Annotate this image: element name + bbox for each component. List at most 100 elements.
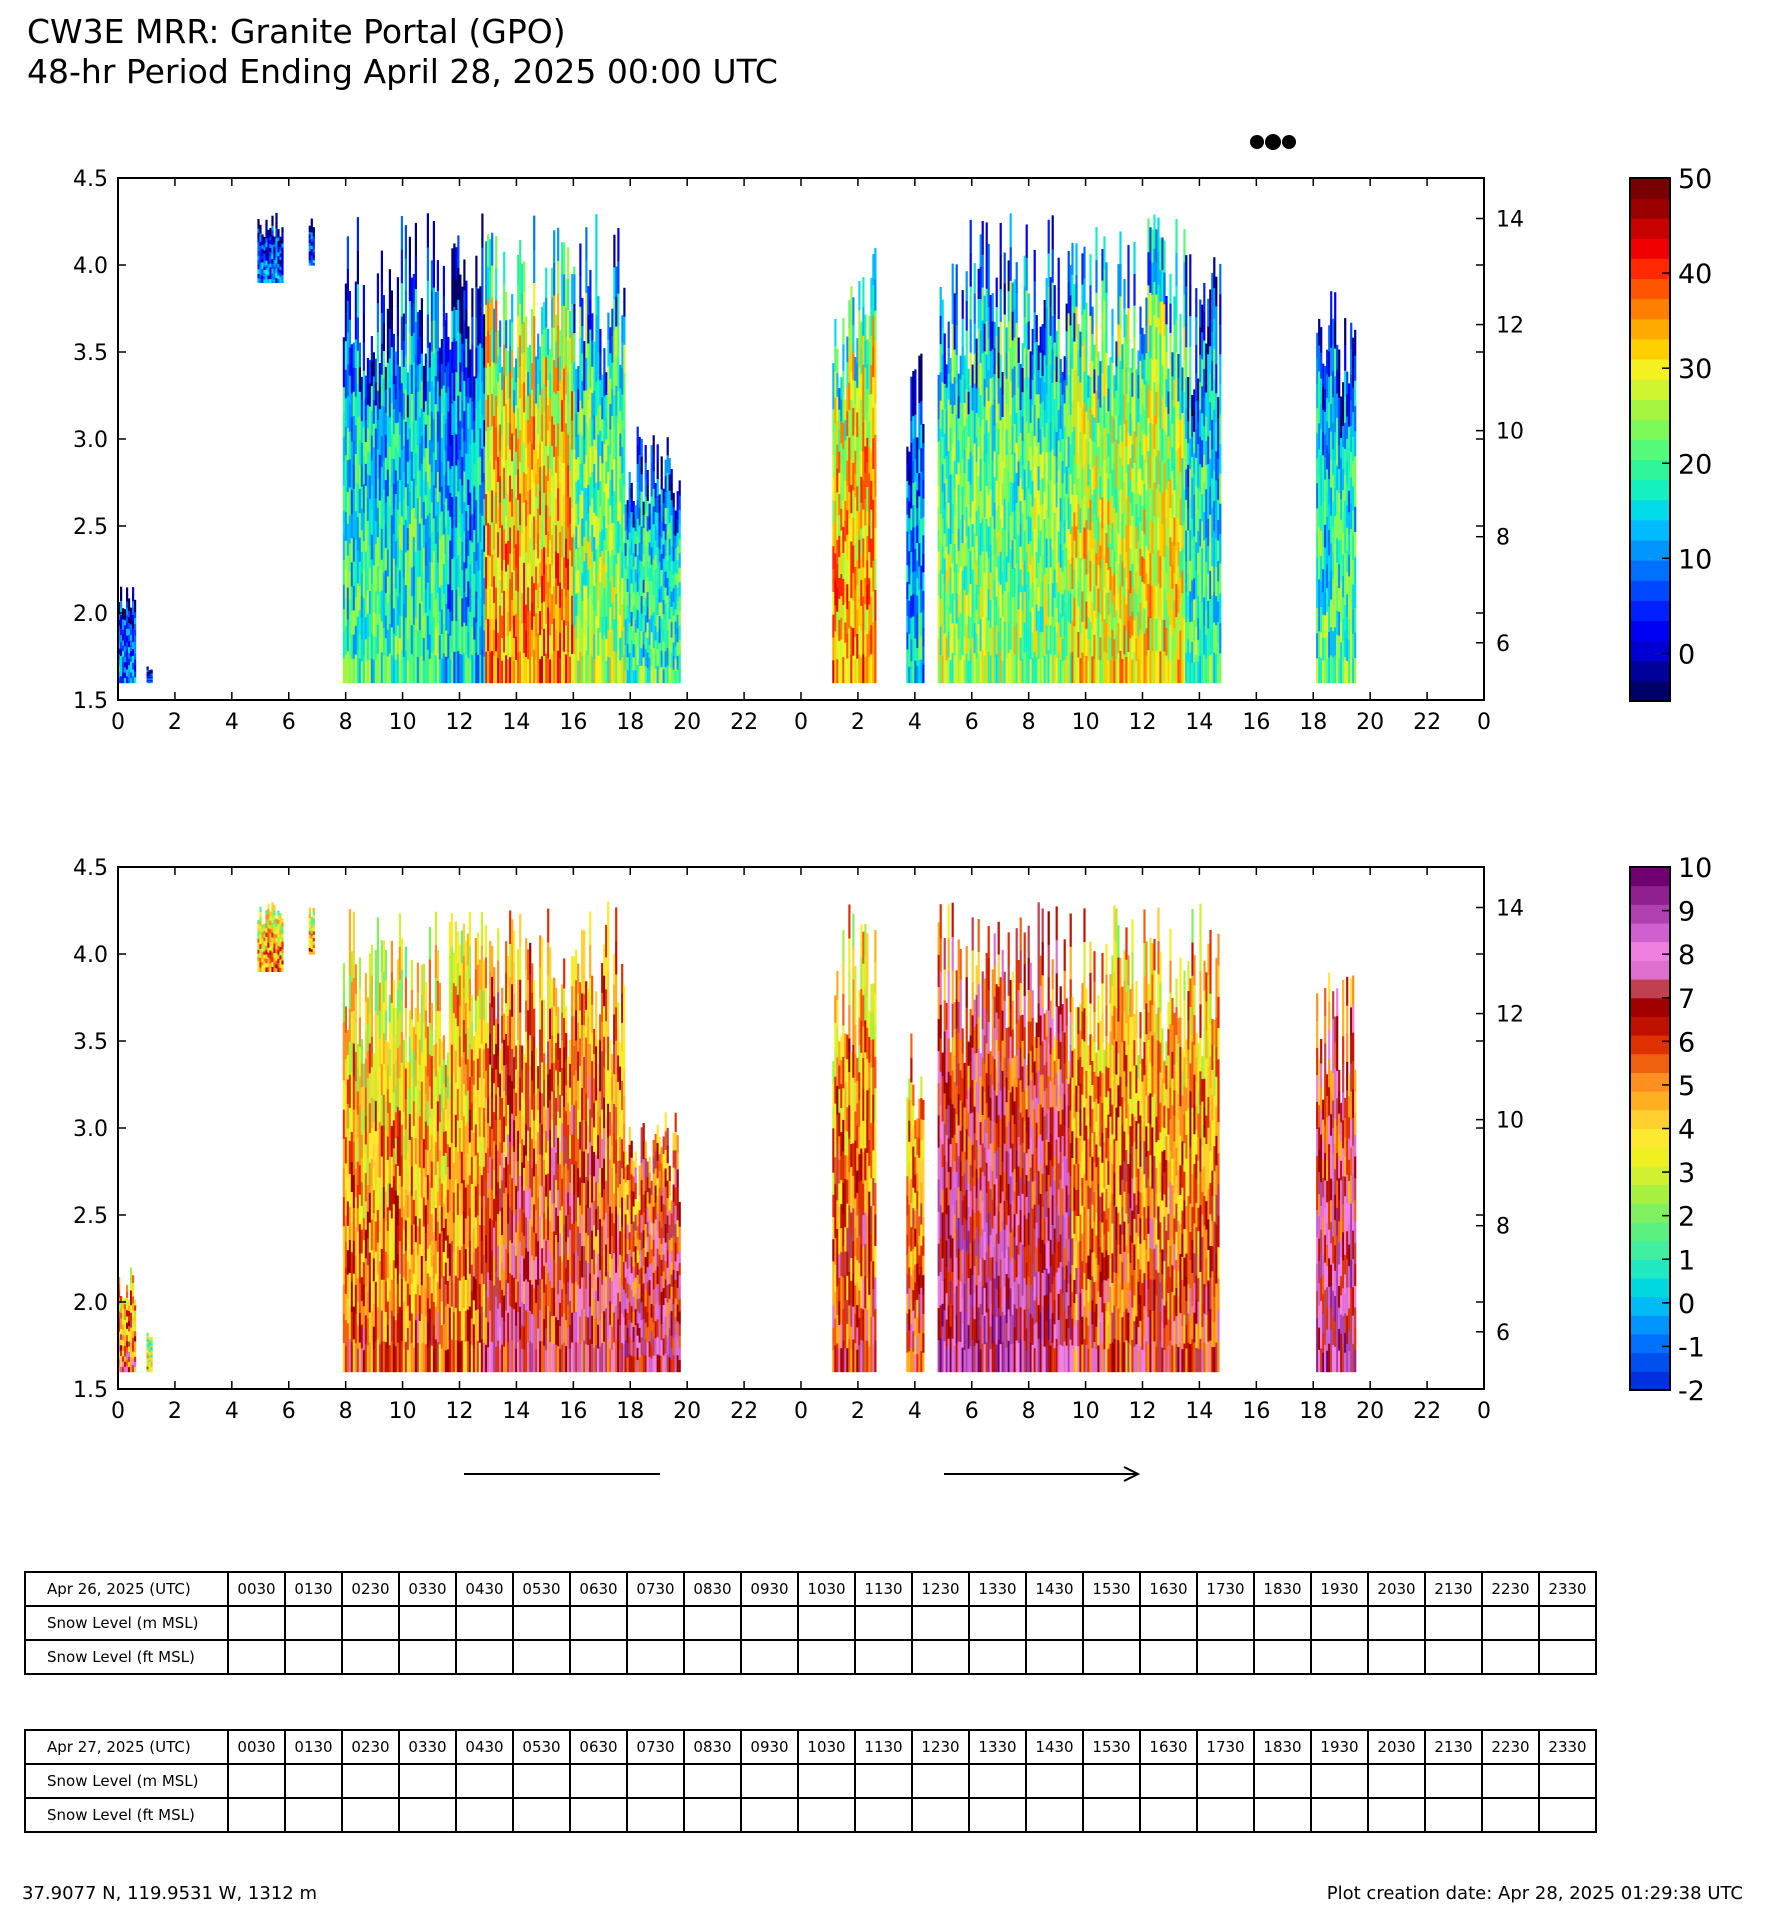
heatmap-cell [547,354,550,380]
heatmap-cell [1099,544,1102,569]
heatmap-cell [838,577,841,599]
heatmap-cell [1019,500,1022,524]
heatmap-cell [533,649,536,684]
heatmap-cell [1079,381,1082,408]
heatmap-cell [1029,375,1032,400]
heatmap-cell [497,657,500,684]
heatmap-cell [910,660,913,684]
heatmap-cell [1053,597,1056,627]
heatmap-cell [1117,503,1120,534]
heatmap-cell [870,566,873,597]
heatmap-cell [1143,607,1146,634]
heatmap-cell [521,503,524,534]
heatmap-cell [872,499,875,531]
heatmap-cell [128,634,131,642]
heatmap-cell [648,516,651,530]
heatmap-cell [150,676,153,678]
heatmap-cell [654,568,657,584]
heatmap-cell [495,299,498,333]
heatmap-cell [1169,303,1172,333]
heatmap-cell [275,242,278,249]
heatmap-cell [392,632,395,659]
heatmap-cell [1167,480,1170,504]
heatmap-cell [350,344,353,370]
heatmap-cell [128,664,131,672]
heatmap-cell [912,571,915,595]
heatmap-cell [501,434,504,458]
heatmap-cell [672,655,675,670]
heatmap-cell [666,612,669,631]
heatmap-cell [601,440,604,464]
heatmap-cell [445,603,448,631]
heatmap-cell [644,445,647,463]
heatmap-cell [1047,451,1050,485]
heatmap-cell [1065,547,1068,575]
heatmap-cell [467,402,470,429]
heatmap-cell [348,570,351,600]
heatmap-cell [1037,441,1040,467]
heatmap-cell [951,532,954,564]
heatmap-cell [939,371,942,401]
heatmap-cell [611,495,614,523]
heatmap-cell [652,541,655,560]
heatmap-cell [1171,588,1174,613]
heatmap-cell [1141,429,1144,456]
heatmap-cell [122,677,125,684]
heatmap-cell [1049,508,1052,539]
heatmap-cell [535,379,538,404]
heatmap-cell [648,529,651,543]
heatmap-cell [1147,450,1150,485]
heatmap-cell [1033,620,1036,653]
heatmap-cell [668,618,671,636]
heatmap-cell [422,660,425,684]
heatmap-cell [670,667,673,684]
heatmap-cell [513,547,516,571]
heatmap-cell [870,277,873,308]
heatmap-cell [1033,311,1036,344]
heatmap-cell [1039,555,1042,582]
heatmap-cell [623,400,626,430]
heatmap-cell [398,592,401,616]
heatmap-cell [503,559,506,591]
heatmap-cell [366,520,369,545]
heatmap-cell [953,654,956,684]
heatmap-cell [981,418,984,453]
heatmap-cell [621,341,624,369]
heatmap-cell [128,616,131,624]
heatmap-cell [537,582,540,609]
heatmap-cell [1001,505,1004,528]
heatmap-cell [499,398,502,425]
heatmap-cell [916,577,919,596]
heatmap-cell [656,444,659,462]
heatmap-cell [1021,609,1024,635]
heatmap-cell [603,610,606,636]
heatmap-cell [672,614,675,629]
heatmap-cell [1077,400,1080,428]
heatmap-cell [941,354,944,383]
heatmap-cell [999,354,1002,388]
heatmap-cell [148,672,151,675]
heatmap-cell [269,266,272,272]
heatmap-cell [370,583,373,609]
heatmap-cell [1091,467,1094,496]
heatmap-cell [650,529,653,548]
heatmap-cell [509,501,512,528]
heatmap-cell [553,424,556,457]
heatmap-cell [1117,353,1120,385]
heatmap-cell [1033,559,1036,591]
heatmap-cell [277,248,280,253]
heatmap-cell [632,565,635,580]
heatmap-cell [410,509,413,539]
heatmap-cell [483,656,486,684]
heatmap-cell [967,436,970,460]
heatmap-cell [1079,607,1082,634]
heatmap-cell [644,597,647,616]
heatmap-cell [531,442,534,470]
heatmap-cell [997,631,1000,658]
heatmap-cell [469,587,472,612]
heatmap-cell [150,679,153,682]
heatmap-cell [1071,651,1074,684]
heatmap-cell [1019,659,1022,684]
heatmap-cell [949,520,952,545]
heatmap-cell [1095,227,1098,261]
